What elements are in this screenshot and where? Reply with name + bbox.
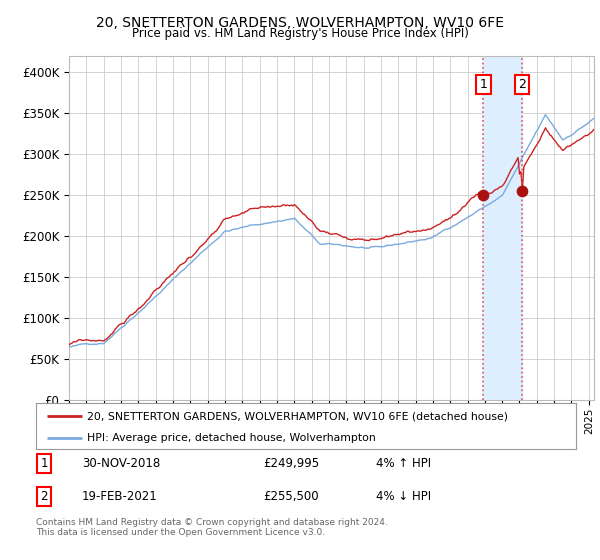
Text: £255,500: £255,500	[263, 490, 319, 503]
Bar	[484, 56, 522, 400]
Text: 1: 1	[40, 457, 48, 470]
Point	[479, 191, 488, 200]
Text: £249,995: £249,995	[263, 457, 319, 470]
Text: 2: 2	[40, 490, 48, 503]
Text: 2: 2	[518, 78, 526, 91]
Text: 4% ↓ HPI: 4% ↓ HPI	[376, 490, 431, 503]
Text: 30-NOV-2018: 30-NOV-2018	[82, 457, 160, 470]
Text: 1: 1	[479, 78, 487, 91]
Text: 4% ↑ HPI: 4% ↑ HPI	[376, 457, 431, 470]
Text: 20, SNETTERTON GARDENS, WOLVERHAMPTON, WV10 6FE (detached house): 20, SNETTERTON GARDENS, WOLVERHAMPTON, W…	[88, 411, 508, 421]
Text: Price paid vs. HM Land Registry's House Price Index (HPI): Price paid vs. HM Land Registry's House …	[131, 27, 469, 40]
Text: Contains HM Land Registry data © Crown copyright and database right 2024.
This d: Contains HM Land Registry data © Crown c…	[36, 518, 388, 538]
Text: 20, SNETTERTON GARDENS, WOLVERHAMPTON, WV10 6FE: 20, SNETTERTON GARDENS, WOLVERHAMPTON, W…	[96, 16, 504, 30]
Point	[517, 186, 527, 195]
Text: HPI: Average price, detached house, Wolverhampton: HPI: Average price, detached house, Wolv…	[88, 433, 376, 442]
Text: 19-FEB-2021: 19-FEB-2021	[82, 490, 158, 503]
